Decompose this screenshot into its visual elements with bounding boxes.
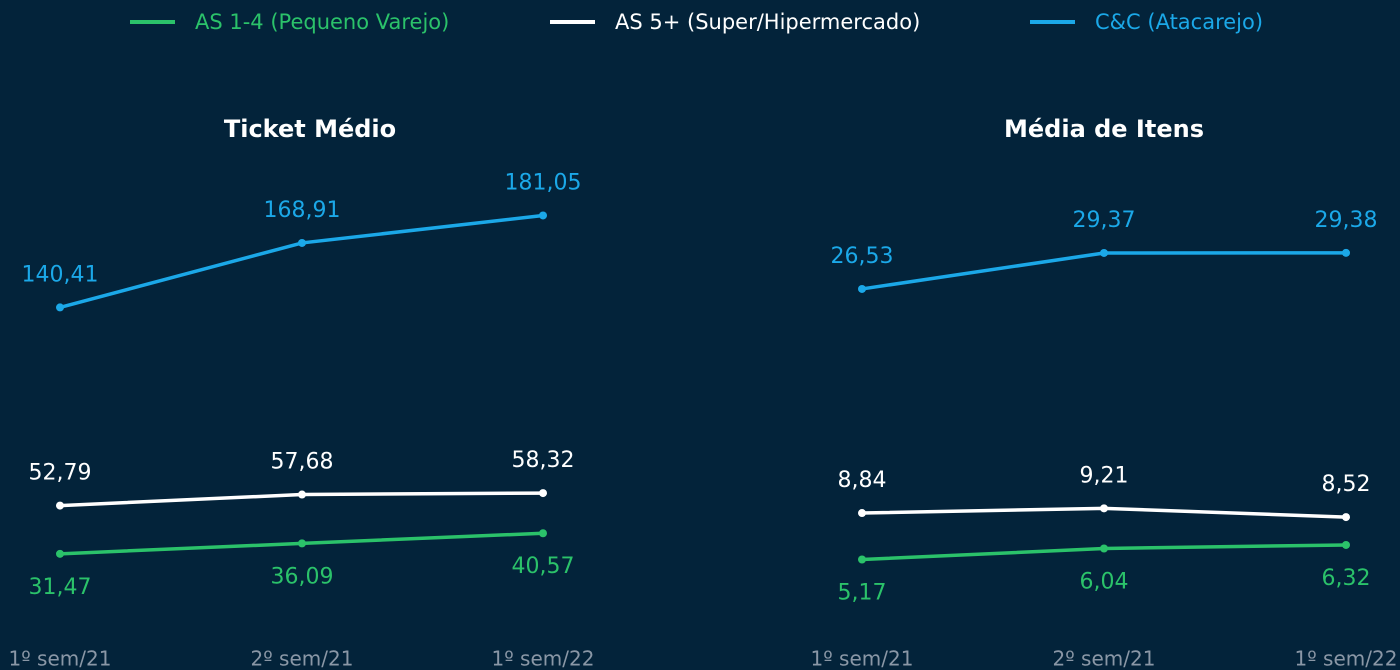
data-point [1342,513,1350,522]
data-label: 168,91 [264,198,341,223]
data-point [1100,248,1108,257]
data-label: 57,68 [271,450,334,475]
data-label: 58,32 [512,448,575,473]
data-point [56,303,64,312]
chart-title: Média de Itens [1004,115,1204,143]
data-label: 140,41 [22,262,99,287]
x-tick-label: 1º sem/21 [811,647,914,670]
data-point [858,555,866,564]
data-label: 6,04 [1080,569,1129,594]
data-point [539,529,547,538]
data-point [56,549,64,558]
data-label: 8,52 [1322,472,1371,497]
x-tick-label: 2º sem/21 [251,647,354,670]
data-point [1342,248,1350,257]
legend: AS 1-4 (Pequeno Varejo) AS 5+ (Super/Hipe… [130,10,1263,34]
data-label: 6,32 [1322,566,1371,591]
data-point [1100,504,1108,513]
data-label: 8,84 [838,468,887,493]
data-label: 52,79 [29,461,92,486]
data-point [539,211,547,220]
x-tick-label: 1º sem/22 [492,647,595,670]
data-label: 26,53 [831,244,894,269]
data-label: 29,38 [1315,208,1378,233]
data-label: 181,05 [505,170,582,195]
legend-label: AS 5+ (Super/Hipermercado) [615,10,920,34]
data-label: 31,47 [29,575,92,600]
data-label: 36,09 [271,564,334,589]
x-tick-label: 1º sem/22 [1295,647,1398,670]
chart-title: Ticket Médio [224,115,396,143]
x-tick-label: 2º sem/21 [1053,647,1156,670]
data-point [298,238,306,247]
data-point [56,501,64,510]
data-point [298,490,306,499]
data-label: 5,17 [838,581,887,606]
legend-label: C&C (Atacarejo) [1095,10,1263,34]
data-point [1342,540,1350,549]
data-label: 40,57 [512,554,575,579]
data-label: 29,37 [1073,208,1136,233]
legend-label: AS 1-4 (Pequeno Varejo) [195,10,449,34]
data-label: 9,21 [1080,463,1129,488]
data-point [858,284,866,293]
data-point [858,509,866,518]
x-tick-label: 1º sem/21 [9,647,112,670]
data-point [298,539,306,548]
data-point [539,489,547,498]
data-point [1100,544,1108,553]
